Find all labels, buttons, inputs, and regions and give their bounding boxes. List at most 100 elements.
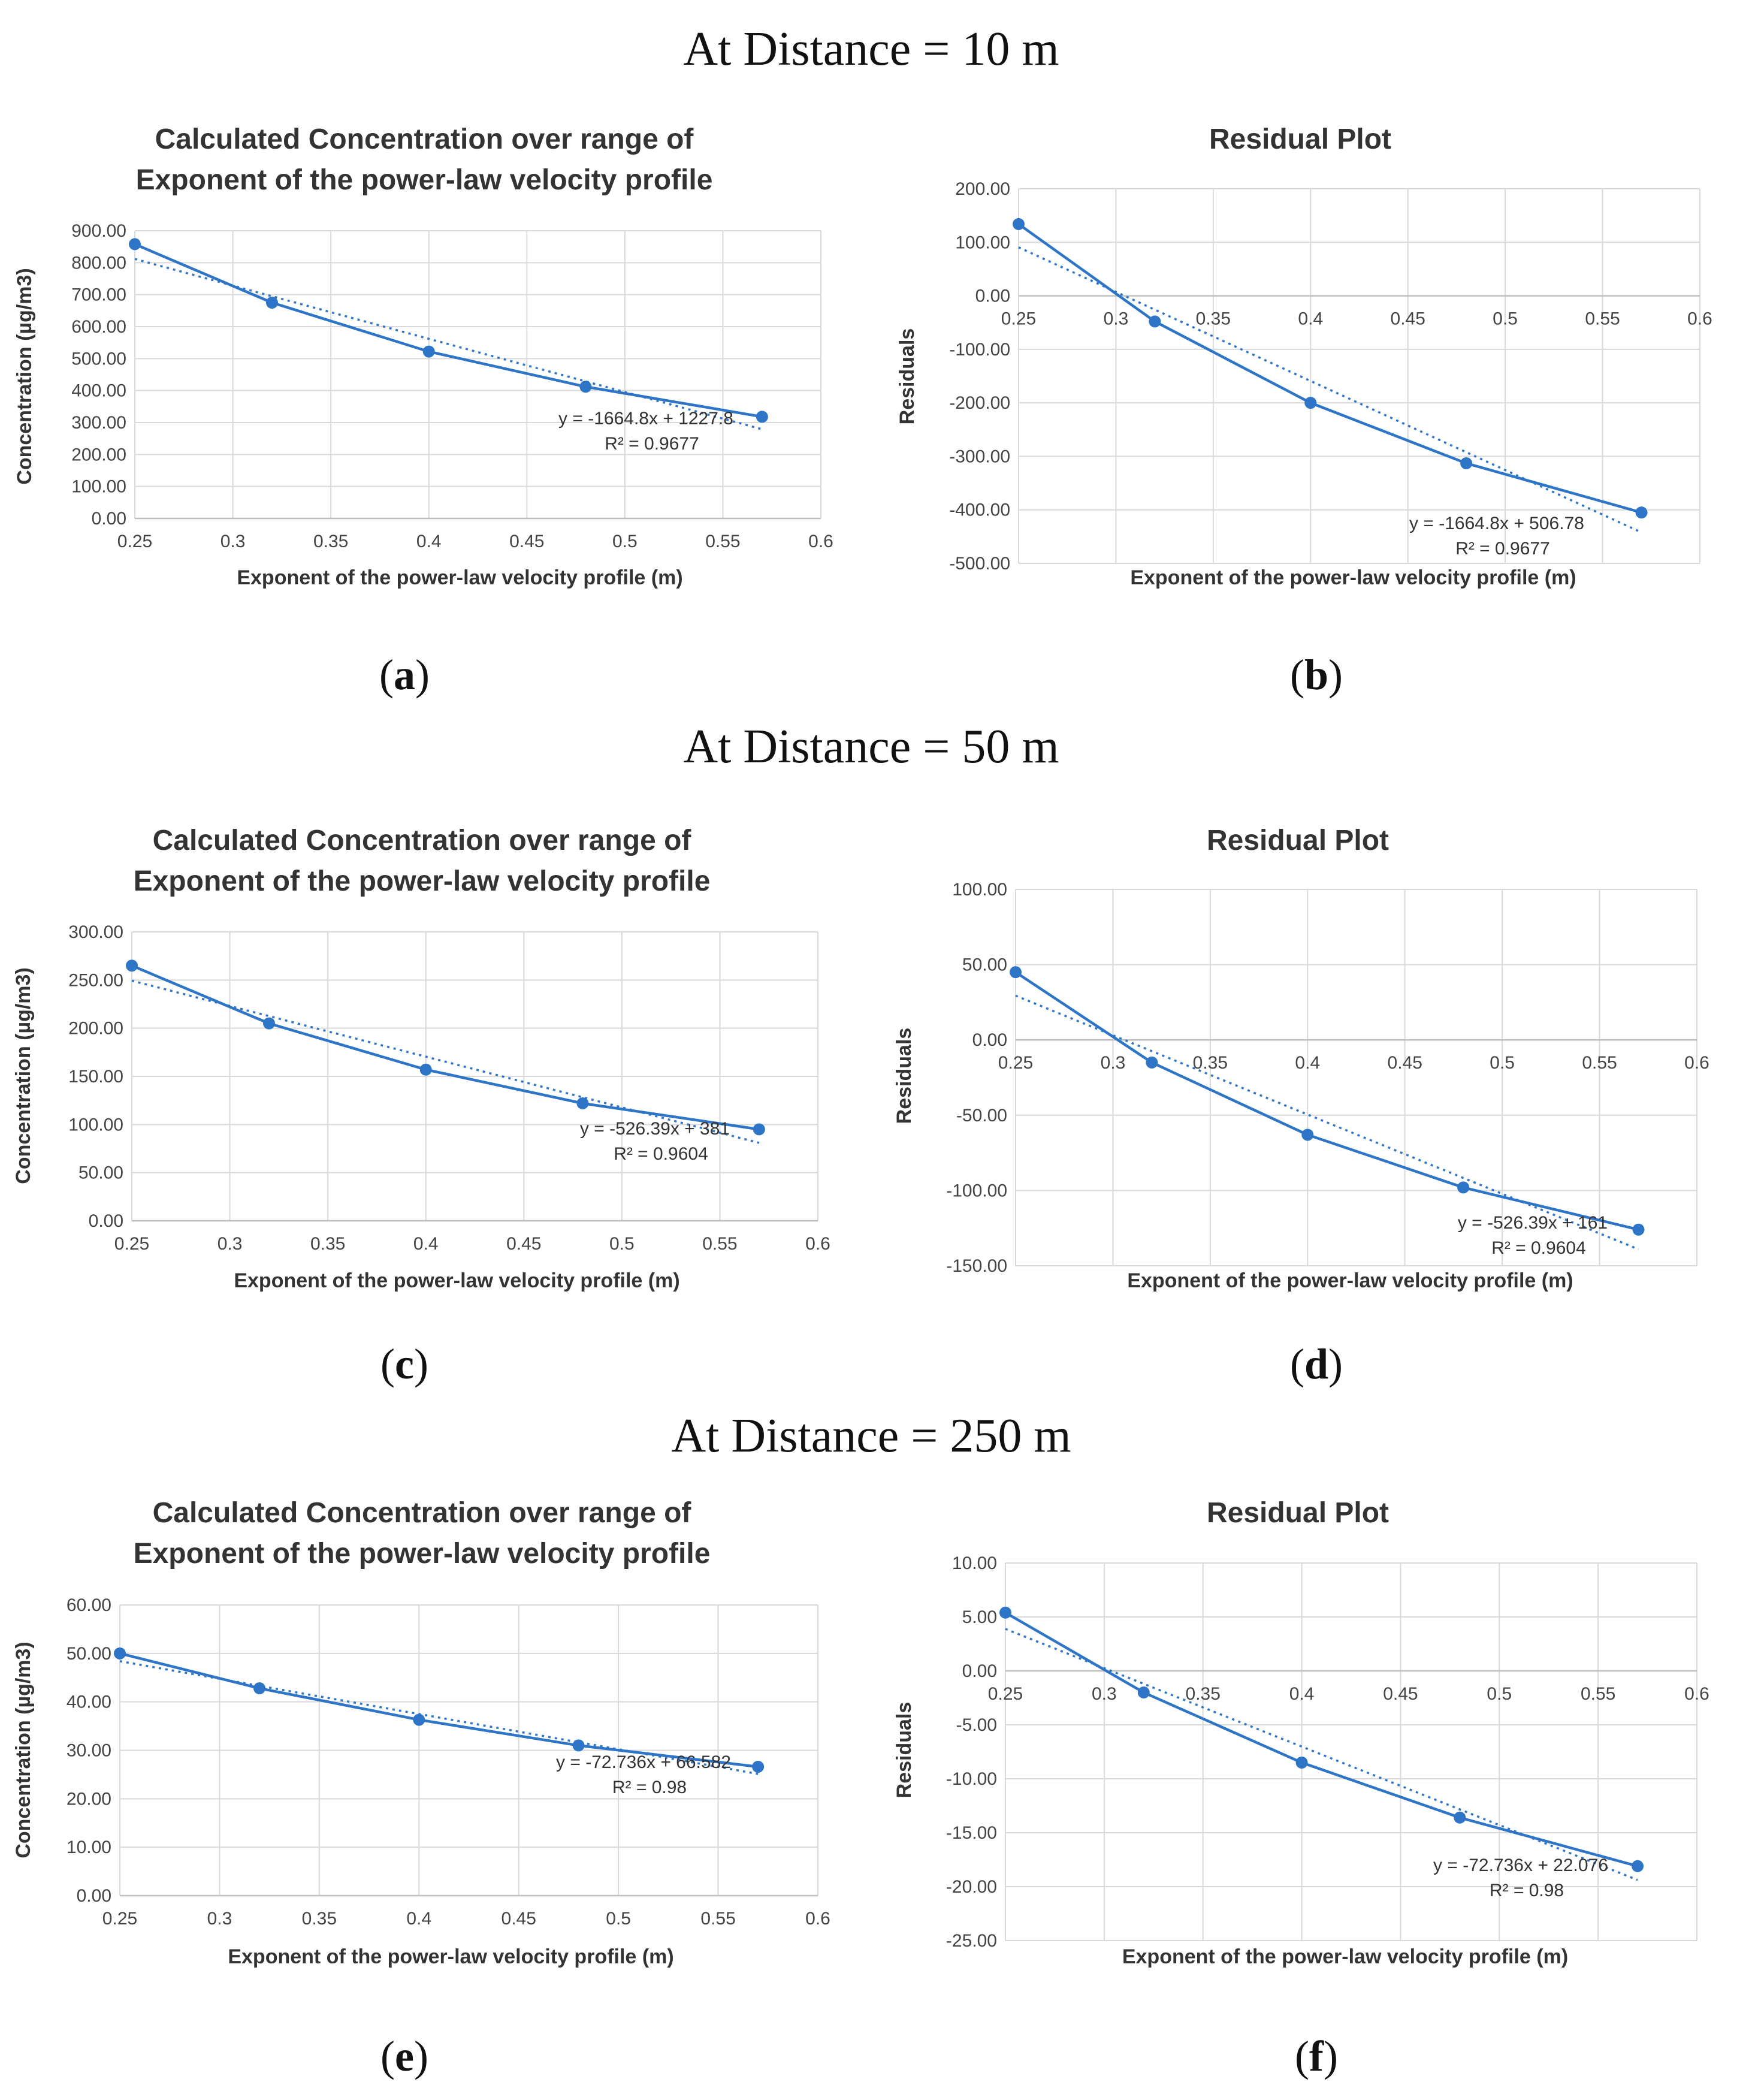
x-tick-label: 0.25 [114, 1234, 149, 1254]
x-tick-label: 0.45 [1388, 1053, 1422, 1073]
y-axis-title: Residuals [896, 328, 919, 425]
data-series-line [131, 964, 760, 1131]
data-series-line [1004, 1611, 1638, 1867]
trendline-equation: y = -1664.8x + 1227.8 [558, 409, 733, 429]
x-tick-label: 0.4 [1295, 1053, 1320, 1073]
data-point [1460, 457, 1473, 470]
x-tick-label: 0.3 [1101, 1053, 1126, 1073]
x-axis-title: Exponent of the power-law velocity profi… [237, 566, 682, 589]
x-tick-label: 0.45 [509, 532, 544, 551]
data-point [752, 1760, 765, 1773]
data-point [419, 1063, 432, 1076]
x-tick-label: 0.35 [302, 1909, 337, 1929]
y-tick-label: 600.00 [71, 317, 126, 337]
chart-b: Residual Plot -500.00 -400.00 -300.00 -200.0… [896, 123, 1712, 699]
y-tick-label: -15.00 [946, 1823, 997, 1843]
x-tick-label: 0.4 [413, 1234, 439, 1254]
y-tick-label: 700.00 [71, 285, 126, 305]
x-tick-label: 0.5 [1493, 309, 1518, 329]
trendline-equation: y = -526.39x + 381 [580, 1119, 730, 1139]
trendline-equation: y = -72.736x + 66.582 [556, 1752, 731, 1772]
panel-label: (a) [379, 651, 430, 699]
x-tick-label: 0.4 [406, 1909, 431, 1929]
trendline [134, 258, 763, 430]
x-tick-label: 0.3 [1092, 1684, 1117, 1704]
x-tick-label: 0.3 [207, 1909, 232, 1929]
x-tick-label: 0.35 [1186, 1684, 1221, 1704]
y-tick-label: 800.00 [71, 253, 126, 273]
x-tick-label: 0.6 [805, 1909, 830, 1929]
y-tick-label: 40.00 [67, 1692, 111, 1712]
x-tick-label: 0.25 [998, 1053, 1033, 1073]
y-tick-label: 100.00 [955, 233, 1010, 252]
y-tick-label: 20.00 [67, 1789, 111, 1809]
x-tick-label: 0.45 [1391, 309, 1425, 329]
data-point [753, 1123, 765, 1136]
chart-title-line-2: Exponent of the power-law velocity profi… [136, 164, 713, 196]
trendline-r-squared: R² = 0.98 [1490, 1881, 1564, 1900]
y-tick-label: 400.00 [71, 381, 126, 401]
y-tick-label: 900.00 [71, 221, 126, 241]
trendline-r-squared: R² = 0.9677 [1455, 539, 1550, 559]
x-tick-label: 0.25 [988, 1684, 1023, 1704]
y-tick-label: 100.00 [952, 880, 1007, 900]
panel-label: (e) [380, 2032, 428, 2080]
y-tick-label: 150.00 [68, 1067, 123, 1087]
data-point [579, 381, 592, 393]
y-tick-label: 0.00 [92, 509, 126, 529]
x-tick-label: 0.6 [1684, 1684, 1709, 1704]
y-axis-title: Residuals [893, 1702, 916, 1799]
x-tick-label: 0.55 [1582, 1053, 1617, 1073]
section-title-2: At Distance = 50 m [683, 720, 1059, 773]
charts-group: Calculated Concentration over range of Ex… [12, 123, 1712, 2080]
y-tick-label: 5.00 [962, 1607, 997, 1627]
y-tick-label: -400.00 [949, 500, 1010, 520]
y-tick-label: -200.00 [949, 393, 1010, 413]
x-tick-label: 0.3 [218, 1234, 243, 1254]
y-tick-label: 30.00 [67, 1741, 111, 1761]
x-tick-label: 0.4 [1298, 309, 1323, 329]
trendline-r-squared: R² = 0.9604 [1491, 1238, 1586, 1258]
trendline [119, 1660, 759, 1775]
x-tick-label: 0.5 [1487, 1684, 1512, 1704]
trendline [131, 979, 760, 1144]
x-tick-label: 0.6 [1687, 309, 1712, 329]
trendline [1018, 246, 1642, 533]
x-tick-label: 0.6 [808, 532, 833, 551]
data-point [999, 1606, 1011, 1619]
data-point [1013, 218, 1025, 230]
x-tick-label: 0.35 [1196, 309, 1231, 329]
x-tick-label: 0.5 [609, 1234, 635, 1254]
y-tick-label: 100.00 [68, 1115, 123, 1135]
data-point [756, 411, 768, 423]
y-tick-label: 50.00 [67, 1644, 111, 1664]
trendline-equation: y = -1664.8x + 506.78 [1409, 514, 1584, 533]
x-axis-title: Exponent of the power-law velocity profi… [1122, 1945, 1568, 1968]
x-tick-label: 0.45 [502, 1909, 536, 1929]
data-series-line [1017, 223, 1642, 514]
data-point [1149, 315, 1161, 328]
x-tick-label: 0.55 [1581, 1684, 1615, 1704]
data-point [1632, 1223, 1645, 1236]
x-tick-label: 0.6 [805, 1234, 830, 1254]
x-tick-label: 0.45 [1383, 1684, 1418, 1704]
y-tick-label: -50.00 [956, 1106, 1007, 1126]
data-point [263, 1017, 275, 1030]
panel-label: (c) [380, 1340, 428, 1388]
x-axis-title: Exponent of the power-law velocity profi… [1127, 1269, 1573, 1292]
x-tick-label: 0.4 [416, 532, 442, 551]
x-tick-label: 0.45 [506, 1234, 541, 1254]
data-point [576, 1097, 589, 1109]
data-point [1632, 1860, 1644, 1872]
chart-title: Residual Plot [1207, 825, 1389, 856]
data-point [1295, 1757, 1308, 1769]
x-axis-title: Exponent of the power-law velocity profi… [228, 1945, 673, 1968]
chart-e: Calculated Concentration over range of Ex… [12, 1497, 830, 2080]
y-tick-label: 0.00 [77, 1886, 111, 1906]
data-point [126, 960, 138, 972]
trendline-equation: y = -526.39x + 161 [1458, 1213, 1608, 1233]
x-tick-label: 0.3 [1104, 309, 1129, 329]
y-tick-label: 500.00 [71, 349, 126, 369]
y-tick-label: 0.00 [975, 286, 1010, 306]
y-axis-title: Concentration (µg/m3) [12, 967, 35, 1184]
